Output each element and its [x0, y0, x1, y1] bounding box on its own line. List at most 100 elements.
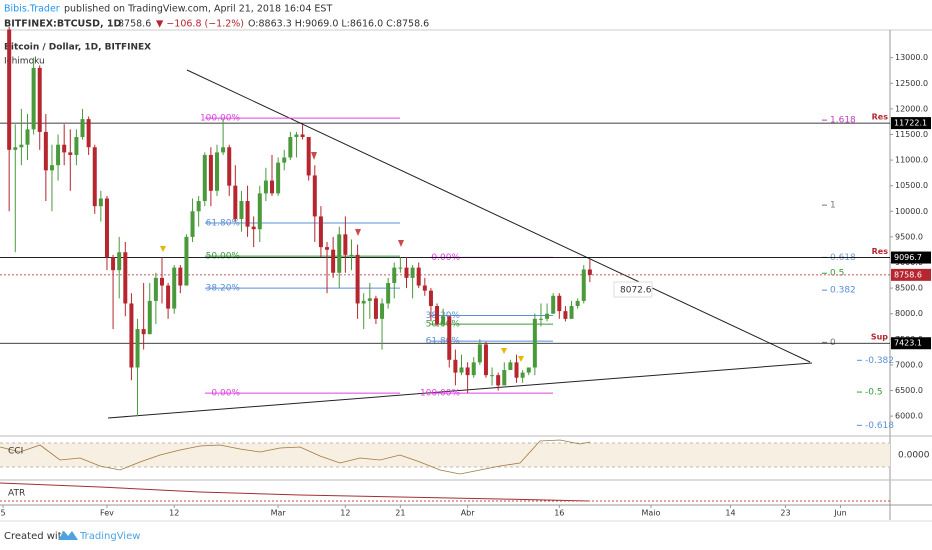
candle-body	[25, 129, 30, 145]
candle-body	[19, 144, 24, 148]
candle-body	[74, 137, 79, 155]
candle-body	[532, 318, 537, 368]
price-label-box	[891, 251, 931, 264]
footer-brand[interactable]: TradingView	[79, 531, 140, 542]
cci-band	[0, 443, 890, 467]
fib-label: 100.00%	[420, 389, 460, 399]
callout-box	[613, 281, 653, 298]
candle-body	[196, 201, 201, 212]
marker	[518, 356, 524, 362]
candle-body	[337, 234, 342, 273]
candle-body	[520, 372, 525, 378]
candle-body	[300, 134, 305, 138]
candle-body	[202, 154, 207, 202]
candle-body	[141, 329, 146, 335]
candle-body	[208, 154, 213, 191]
fib-label: 50.00%	[206, 252, 241, 262]
candle-body	[37, 67, 42, 132]
candle-body	[380, 303, 385, 319]
plot: 6000.06500.07000.07500.08000.08500.09000…	[0, 26, 931, 518]
candle-body	[392, 267, 397, 283]
price-label: 7423.1	[894, 339, 922, 348]
fib-label: 100.00%	[200, 114, 240, 124]
candle-body	[477, 344, 482, 363]
symbol: BITFINEX:BTCUSD, 1D	[4, 19, 122, 30]
fib-ext-label: 0.5	[830, 269, 844, 279]
cci-tick: 0.0000	[898, 451, 930, 461]
candle-body	[343, 234, 348, 255]
candle-body	[563, 311, 568, 319]
y-tick-label: 9500.0	[895, 232, 923, 241]
candle-body	[398, 267, 403, 269]
candle-body	[251, 226, 256, 230]
candle-body	[153, 277, 158, 301]
candle-body	[545, 313, 550, 319]
indicator-name: Ichimoku	[4, 57, 45, 67]
atr-title: ATR	[8, 489, 25, 499]
x-tick-label: Jun	[833, 509, 847, 518]
marker	[398, 240, 404, 247]
candle-body	[159, 277, 164, 286]
price-tag: Res	[872, 113, 889, 122]
candle-body	[459, 367, 464, 373]
x-tick-label: 16	[554, 509, 564, 518]
fib-label: 61.80%	[426, 337, 461, 347]
candle-body	[294, 134, 299, 138]
logo	[58, 531, 78, 540]
candle-body	[31, 67, 36, 130]
candle-body	[428, 290, 433, 307]
price-label: 9096.7	[894, 253, 922, 262]
candle-body	[373, 298, 378, 319]
marker	[160, 246, 166, 252]
candle-body	[569, 306, 574, 319]
y-tick-label: 12000.0	[895, 104, 928, 113]
candle-body	[190, 211, 195, 237]
y-tick-label: 11000.0	[895, 156, 928, 165]
y-tick-label: 8500.0	[895, 284, 923, 293]
change: ▼ −106.8 (−1.2%)	[156, 19, 244, 30]
candle-body	[349, 254, 354, 256]
candle-body	[49, 165, 54, 171]
candle-body	[221, 147, 226, 153]
candle-body	[92, 147, 97, 207]
candle-body	[581, 269, 586, 301]
fib-label: 38.20%	[206, 284, 241, 294]
x-tick-label: Maio	[642, 509, 661, 518]
price-tag: Res	[872, 247, 889, 256]
candle-body	[386, 282, 391, 304]
trendline	[186, 69, 811, 363]
candle-body	[56, 144, 61, 166]
candle-body	[147, 300, 152, 335]
footer-created: Created with	[4, 531, 68, 542]
candle-body	[331, 249, 336, 273]
chart-title: Bitcoin / Dollar, 1D, BITFINEX	[4, 43, 151, 53]
candle-body	[111, 257, 116, 271]
candle-body	[276, 162, 281, 194]
candle-body	[447, 316, 452, 360]
author[interactable]: Bibis.Trader	[4, 4, 60, 15]
y-tick-label: 12500.0	[895, 79, 928, 88]
candle-body	[410, 267, 415, 278]
candle-body	[98, 198, 103, 207]
x-tick-label: 21	[395, 509, 405, 518]
candle-body	[135, 329, 140, 368]
candle-body	[490, 375, 495, 377]
price-label: 11722.1	[894, 119, 927, 128]
candle-body	[435, 306, 440, 324]
x-tick-label: Abr	[461, 509, 476, 518]
candle-body	[282, 157, 287, 163]
candle-body	[117, 252, 122, 271]
x-tick-label: 12	[169, 509, 179, 518]
marker	[355, 229, 361, 236]
candle-body	[104, 198, 109, 258]
candle-body	[123, 252, 128, 304]
candle-body	[68, 152, 73, 155]
candle-body	[86, 119, 91, 148]
y-tick-label: 8000.0	[895, 309, 923, 318]
candle-body	[214, 152, 219, 191]
marker	[311, 152, 317, 160]
x-tick-label: Fev	[100, 509, 114, 518]
candle-body	[551, 295, 556, 314]
candle-body	[62, 144, 67, 153]
